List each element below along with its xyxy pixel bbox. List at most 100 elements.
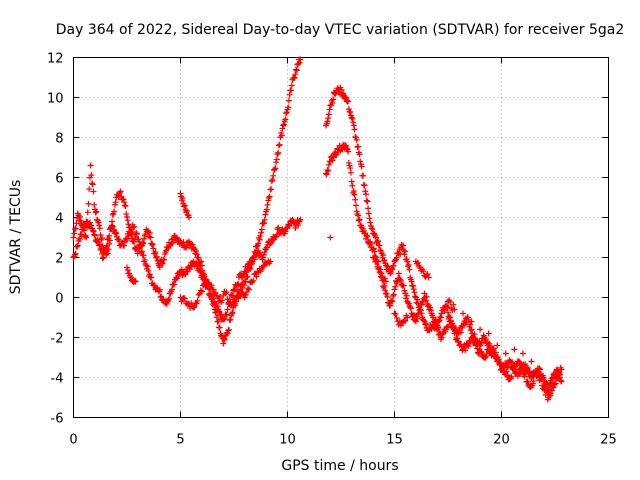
data-point: [397, 322, 404, 329]
data-point: [216, 308, 223, 315]
data-point: [351, 191, 358, 198]
data-point: [468, 318, 475, 325]
data-point: [137, 241, 144, 248]
data-point: [369, 226, 376, 233]
data-point: [243, 267, 250, 274]
data-point: [96, 241, 103, 248]
data-point: [235, 280, 242, 287]
data-point: [208, 282, 215, 289]
chart-title: Day 364 of 2022, Sidereal Day-to-day VTE…: [56, 22, 625, 38]
data-point: [377, 247, 384, 254]
data-point: [438, 334, 445, 341]
data-point: [380, 252, 387, 259]
data-point: [351, 126, 358, 133]
data-point: [504, 363, 511, 370]
data-point: [228, 310, 235, 317]
data-point: [79, 226, 86, 233]
data-point: [467, 321, 474, 328]
data-point: [345, 98, 352, 105]
data-point: [223, 311, 230, 318]
data-point: [349, 182, 356, 189]
data-point: [435, 318, 442, 325]
data-point: [325, 115, 332, 122]
data-point: [350, 188, 357, 195]
data-point: [73, 220, 80, 227]
data-point: [275, 149, 282, 156]
data-point: [229, 309, 236, 316]
data-point: [158, 260, 165, 267]
data-point: [71, 226, 78, 233]
data-point: [130, 224, 137, 231]
data-point: [253, 273, 260, 280]
data-point: [547, 390, 554, 397]
data-point: [293, 67, 300, 74]
data-point: [76, 236, 83, 243]
data-point: [297, 56, 304, 63]
data-point: [329, 99, 336, 106]
data-point: [148, 274, 155, 281]
data-point: [243, 269, 250, 276]
data-point: [424, 271, 431, 278]
x-tick-label: 15: [386, 433, 403, 448]
y-tick-label: -6: [51, 412, 64, 427]
data-point: [291, 74, 298, 81]
data-point: [88, 172, 95, 179]
data-point: [385, 263, 392, 270]
data-point: [272, 165, 279, 172]
data-point: [262, 211, 269, 218]
data-point: [323, 171, 330, 178]
data-point: [216, 324, 223, 331]
data-point: [325, 161, 332, 168]
data-point: [407, 304, 414, 311]
data-point: [405, 262, 412, 269]
data-point: [499, 362, 506, 369]
data-point: [141, 256, 148, 263]
data-point: [86, 186, 93, 193]
data-point: [245, 286, 252, 293]
data-point: [519, 363, 526, 370]
data-point: [117, 188, 124, 195]
data-point: [292, 71, 299, 78]
data-point: [389, 266, 396, 273]
data-point: [156, 286, 163, 293]
x-tick-label: 0: [69, 433, 77, 448]
data-point: [239, 290, 246, 297]
data-point: [147, 234, 154, 241]
data-point: [400, 282, 407, 289]
data-point: [260, 220, 267, 227]
data-point: [76, 213, 83, 220]
data-point: [104, 242, 111, 249]
data-point: [112, 199, 119, 206]
data-point: [381, 275, 388, 282]
data-point: [499, 365, 506, 372]
data-point: [89, 227, 96, 234]
data-point: [212, 289, 219, 296]
data-point: [264, 201, 271, 208]
data-point: [393, 314, 400, 321]
data-point: [175, 273, 182, 280]
data-point: [133, 230, 140, 237]
data-point: [90, 228, 97, 235]
axis-ticks: 0 5 10 15 20 25 -6 -4 -2 0 2 4 6 8 10 12: [47, 52, 617, 448]
data-point: [194, 297, 201, 304]
data-point: [350, 122, 357, 129]
data-point: [345, 148, 352, 155]
data-point: [225, 327, 232, 334]
data-point: [267, 258, 274, 265]
data-point: [109, 222, 116, 229]
data-point: [347, 169, 354, 176]
data-point: [280, 122, 287, 129]
data-point: [420, 298, 427, 305]
data-point: [258, 229, 265, 236]
data-point: [383, 291, 390, 298]
data-point: [425, 274, 432, 281]
data-point: [350, 119, 357, 126]
data-point: [345, 159, 352, 166]
data-point: [355, 212, 362, 219]
data-point: [220, 340, 227, 347]
data-point: [408, 278, 415, 285]
data-point: [324, 118, 331, 125]
data-point: [324, 167, 331, 174]
data-point: [415, 259, 422, 266]
data-point: [273, 159, 280, 166]
